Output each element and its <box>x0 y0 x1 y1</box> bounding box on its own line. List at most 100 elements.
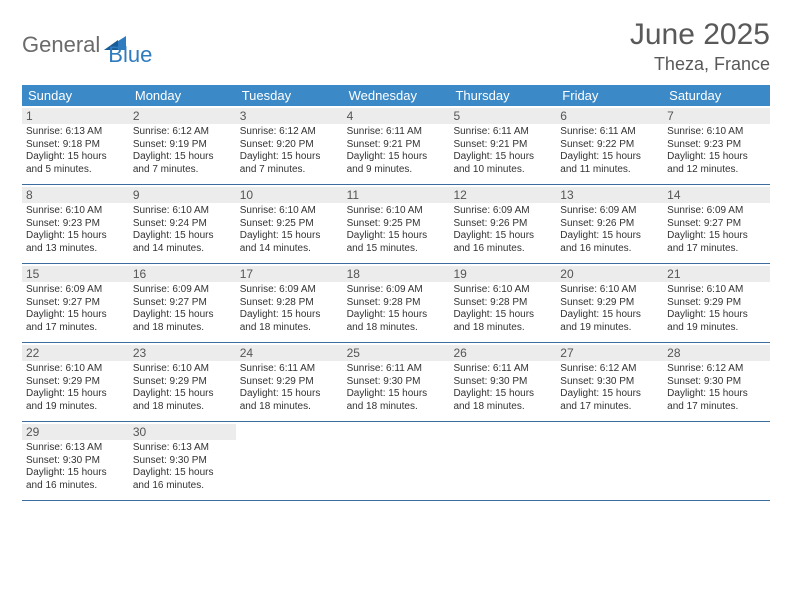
title-block: June 2025 Theza, France <box>630 18 770 75</box>
sunset-line: Sunset: 9:21 PM <box>347 139 446 152</box>
sunrise-line: Sunrise: 6:13 AM <box>26 126 125 139</box>
day-details: Sunrise: 6:10 AMSunset: 9:29 PMDaylight:… <box>133 363 232 413</box>
daylight-line: Daylight: 15 hours and 17 minutes. <box>26 309 125 334</box>
sunset-line: Sunset: 9:27 PM <box>26 297 125 310</box>
sunset-line: Sunset: 9:26 PM <box>560 218 659 231</box>
day-number: 25 <box>343 345 450 361</box>
day-cell: 16Sunrise: 6:09 AMSunset: 9:27 PMDayligh… <box>129 264 236 342</box>
sunset-line: Sunset: 9:24 PM <box>133 218 232 231</box>
day-number: 14 <box>663 187 770 203</box>
sunrise-line: Sunrise: 6:09 AM <box>26 284 125 297</box>
day-number: 21 <box>663 266 770 282</box>
day-cell: 27Sunrise: 6:12 AMSunset: 9:30 PMDayligh… <box>556 343 663 421</box>
day-details: Sunrise: 6:11 AMSunset: 9:30 PMDaylight:… <box>453 363 552 413</box>
day-details: Sunrise: 6:13 AMSunset: 9:18 PMDaylight:… <box>26 126 125 176</box>
day-number: 11 <box>343 187 450 203</box>
weekday-header: Sunday <box>22 85 129 106</box>
sunrise-line: Sunrise: 6:10 AM <box>133 205 232 218</box>
day-details: Sunrise: 6:10 AMSunset: 9:25 PMDaylight:… <box>347 205 446 255</box>
sunrise-line: Sunrise: 6:10 AM <box>453 284 552 297</box>
daylight-line: Daylight: 15 hours and 18 minutes. <box>347 388 446 413</box>
day-number: 26 <box>449 345 556 361</box>
day-number: 15 <box>22 266 129 282</box>
sunset-line: Sunset: 9:30 PM <box>560 376 659 389</box>
sunrise-line: Sunrise: 6:10 AM <box>667 126 766 139</box>
sunset-line: Sunset: 9:18 PM <box>26 139 125 152</box>
day-details: Sunrise: 6:10 AMSunset: 9:23 PMDaylight:… <box>26 205 125 255</box>
daylight-line: Daylight: 15 hours and 17 minutes. <box>560 388 659 413</box>
weekday-header: Monday <box>129 85 236 106</box>
daylight-line: Daylight: 15 hours and 18 minutes. <box>133 388 232 413</box>
sunset-line: Sunset: 9:20 PM <box>240 139 339 152</box>
day-number: 12 <box>449 187 556 203</box>
sunset-line: Sunset: 9:29 PM <box>560 297 659 310</box>
daylight-line: Daylight: 15 hours and 7 minutes. <box>240 151 339 176</box>
sunset-line: Sunset: 9:23 PM <box>667 139 766 152</box>
daylight-line: Daylight: 15 hours and 18 minutes. <box>347 309 446 334</box>
weekday-header: Wednesday <box>343 85 450 106</box>
day-cell <box>343 422 450 500</box>
day-details: Sunrise: 6:12 AMSunset: 9:30 PMDaylight:… <box>560 363 659 413</box>
day-number: 3 <box>236 108 343 124</box>
weekday-header: Friday <box>556 85 663 106</box>
daylight-line: Daylight: 15 hours and 5 minutes. <box>26 151 125 176</box>
sunset-line: Sunset: 9:19 PM <box>133 139 232 152</box>
day-details: Sunrise: 6:10 AMSunset: 9:24 PMDaylight:… <box>133 205 232 255</box>
day-number: 7 <box>663 108 770 124</box>
day-cell: 4Sunrise: 6:11 AMSunset: 9:21 PMDaylight… <box>343 106 450 184</box>
day-cell <box>663 422 770 500</box>
daylight-line: Daylight: 15 hours and 14 minutes. <box>133 230 232 255</box>
day-details: Sunrise: 6:10 AMSunset: 9:29 PMDaylight:… <box>667 284 766 334</box>
day-details: Sunrise: 6:11 AMSunset: 9:21 PMDaylight:… <box>347 126 446 176</box>
calendar: Sunday Monday Tuesday Wednesday Thursday… <box>22 85 770 501</box>
day-number: 20 <box>556 266 663 282</box>
daylight-line: Daylight: 15 hours and 16 minutes. <box>453 230 552 255</box>
daylight-line: Daylight: 15 hours and 16 minutes. <box>26 467 125 492</box>
sunset-line: Sunset: 9:27 PM <box>667 218 766 231</box>
sunrise-line: Sunrise: 6:10 AM <box>240 205 339 218</box>
sunrise-line: Sunrise: 6:09 AM <box>240 284 339 297</box>
day-number: 1 <box>22 108 129 124</box>
daylight-line: Daylight: 15 hours and 18 minutes. <box>133 309 232 334</box>
sunrise-line: Sunrise: 6:09 AM <box>453 205 552 218</box>
daylight-line: Daylight: 15 hours and 18 minutes. <box>453 309 552 334</box>
header: General Blue June 2025 Theza, France <box>22 18 770 75</box>
week-row: 1Sunrise: 6:13 AMSunset: 9:18 PMDaylight… <box>22 106 770 185</box>
day-number: 19 <box>449 266 556 282</box>
daylight-line: Daylight: 15 hours and 16 minutes. <box>560 230 659 255</box>
sunset-line: Sunset: 9:30 PM <box>667 376 766 389</box>
weekday-header: Thursday <box>449 85 556 106</box>
day-cell: 8Sunrise: 6:10 AMSunset: 9:23 PMDaylight… <box>22 185 129 263</box>
day-details: Sunrise: 6:12 AMSunset: 9:19 PMDaylight:… <box>133 126 232 176</box>
daylight-line: Daylight: 15 hours and 18 minutes. <box>240 309 339 334</box>
weekday-header: Saturday <box>663 85 770 106</box>
day-number: 5 <box>449 108 556 124</box>
logo-text-blue: Blue <box>108 42 152 68</box>
day-cell: 24Sunrise: 6:11 AMSunset: 9:29 PMDayligh… <box>236 343 343 421</box>
sunset-line: Sunset: 9:30 PM <box>453 376 552 389</box>
day-cell: 15 Sunrise: 6:09 AMSunset: 9:27 PMDayligh… <box>22 264 129 342</box>
day-cell: 22Sunrise: 6:10 AMSunset: 9:29 PMDayligh… <box>22 343 129 421</box>
day-number: 22 <box>22 345 129 361</box>
day-details: Sunrise: 6:09 AMSunset: 9:28 PMDaylight:… <box>347 284 446 334</box>
day-cell: 25Sunrise: 6:11 AMSunset: 9:30 PMDayligh… <box>343 343 450 421</box>
daylight-line: Daylight: 15 hours and 19 minutes. <box>560 309 659 334</box>
daylight-line: Daylight: 15 hours and 18 minutes. <box>240 388 339 413</box>
sunrise-line: Sunrise: 6:12 AM <box>560 363 659 376</box>
day-cell: 1 Sunrise: 6:13 AMSunset: 9:18 PMDaylight… <box>22 106 129 184</box>
day-details: Sunrise: 6:09 AMSunset: 9:28 PMDaylight:… <box>240 284 339 334</box>
sunrise-line: Sunrise: 6:10 AM <box>347 205 446 218</box>
sunset-line: Sunset: 9:28 PM <box>453 297 552 310</box>
sunrise-line: Sunrise: 6:10 AM <box>560 284 659 297</box>
sunrise-line: Sunrise: 6:12 AM <box>667 363 766 376</box>
daylight-line: Daylight: 15 hours and 19 minutes. <box>667 309 766 334</box>
sunrise-line: Sunrise: 6:11 AM <box>240 363 339 376</box>
sunrise-line: Sunrise: 6:09 AM <box>560 205 659 218</box>
day-cell: 18Sunrise: 6:09 AMSunset: 9:28 PMDayligh… <box>343 264 450 342</box>
sunset-line: Sunset: 9:29 PM <box>133 376 232 389</box>
daylight-line: Daylight: 15 hours and 11 minutes. <box>560 151 659 176</box>
sunset-line: Sunset: 9:21 PM <box>453 139 552 152</box>
day-cell: 6Sunrise: 6:11 AMSunset: 9:22 PMDaylight… <box>556 106 663 184</box>
day-number: 29 <box>22 424 129 440</box>
sunrise-line: Sunrise: 6:11 AM <box>347 363 446 376</box>
